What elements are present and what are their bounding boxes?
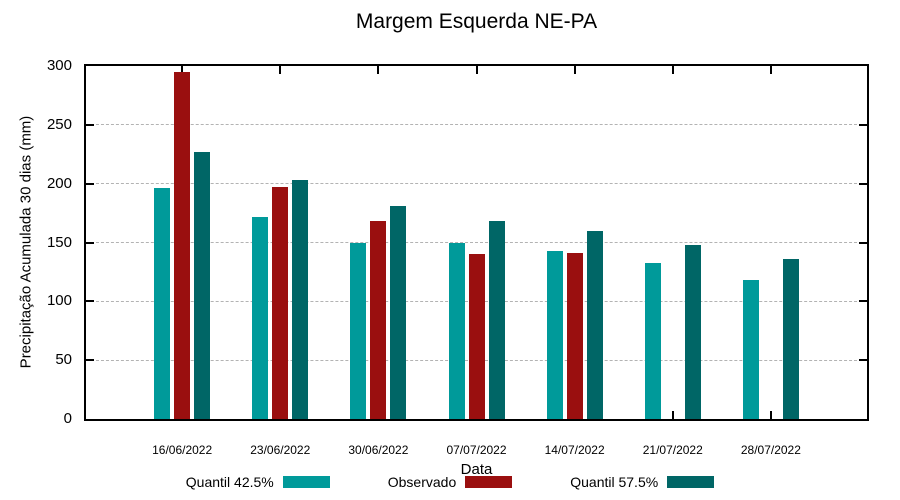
bar-quantil-57.5- [488, 221, 505, 419]
x-tick-mark [671, 66, 674, 74]
bar-quantil-57.5- [782, 258, 799, 419]
legend-swatch [282, 476, 330, 488]
y-tick-mark [86, 182, 94, 185]
legend-label: Observado [387, 474, 457, 490]
legend-label: Quantil 57.5% [570, 474, 659, 490]
y-tick-mark [859, 182, 867, 185]
y-tick-mark [86, 359, 94, 362]
y-tick-label: 100 [46, 292, 72, 310]
x-tick-mark [671, 411, 674, 419]
x-tick-label: 30/06/2022 [348, 443, 409, 457]
gridline [86, 124, 867, 126]
y-tick-label: 150 [46, 233, 72, 251]
y-tick-mark [859, 300, 867, 303]
x-tick-label: 23/06/2022 [250, 443, 311, 457]
bar-quantil-57.5- [390, 206, 407, 419]
bar-observado [370, 221, 387, 419]
bar-quantil-42.5- [252, 216, 269, 419]
plot-area [84, 64, 869, 421]
bar-quantil-42.5- [350, 242, 367, 419]
y-tick-label: 300 [46, 57, 72, 74]
bar-quantil-42.5- [644, 262, 661, 419]
x-tick-label: 16/06/2022 [152, 443, 213, 457]
bar-observado [468, 254, 485, 419]
gridline [86, 183, 867, 185]
bar-quantil-57.5- [586, 230, 603, 419]
y-tick-mark [859, 123, 867, 126]
legend-entry: Quantil 42.5% [186, 474, 330, 490]
y-tick-mark [86, 300, 94, 303]
bar-quantil-42.5- [154, 188, 171, 419]
x-axis-title: Data [460, 461, 493, 478]
bar-quantil-57.5- [684, 244, 701, 419]
legend-label: Quantil 42.5% [185, 474, 274, 490]
y-tick-mark [859, 359, 867, 362]
x-tick-mark [181, 66, 184, 74]
bar-quantil-57.5- [292, 180, 309, 419]
x-tick-mark [377, 66, 380, 74]
bar-quantil-57.5- [194, 151, 211, 419]
bar-quantil-42.5- [448, 242, 465, 419]
x-tick-mark [769, 411, 772, 419]
legend-entry: Quantil 57.5% [570, 474, 715, 490]
legend: Quantil 42.5% Observado Quantil 57.5% [0, 474, 900, 490]
x-tick-label: 14/07/2022 [544, 443, 605, 457]
legend-swatch [667, 476, 715, 488]
x-tick-label: 28/07/2022 [740, 443, 801, 457]
y-tick-label: 0 [63, 410, 72, 427]
x-tick-mark [573, 66, 576, 74]
y-tick-label: 200 [46, 174, 72, 192]
legend-entry: Observado [387, 474, 513, 490]
bar-quantil-42.5- [546, 250, 563, 419]
x-tick-label: 07/07/2022 [446, 443, 507, 457]
x-tick-label: 21/07/2022 [642, 443, 703, 457]
legend-swatch [465, 476, 513, 488]
y-tick-mark [86, 123, 94, 126]
bar-quantil-42.5- [742, 280, 759, 419]
x-tick-mark [279, 66, 282, 74]
bar-observado [272, 187, 289, 419]
bar-observado [566, 253, 583, 419]
y-tick-mark [86, 241, 94, 244]
y-tick-mark [859, 241, 867, 244]
x-tick-mark [475, 66, 478, 74]
bar-observado [174, 71, 191, 419]
gridline [86, 242, 867, 243]
chart-title: Margem Esquerda NE-PA [355, 10, 598, 33]
y-tick-label: 50 [55, 351, 72, 369]
x-tick-mark [769, 66, 772, 74]
y-tick-label: 250 [46, 115, 72, 133]
